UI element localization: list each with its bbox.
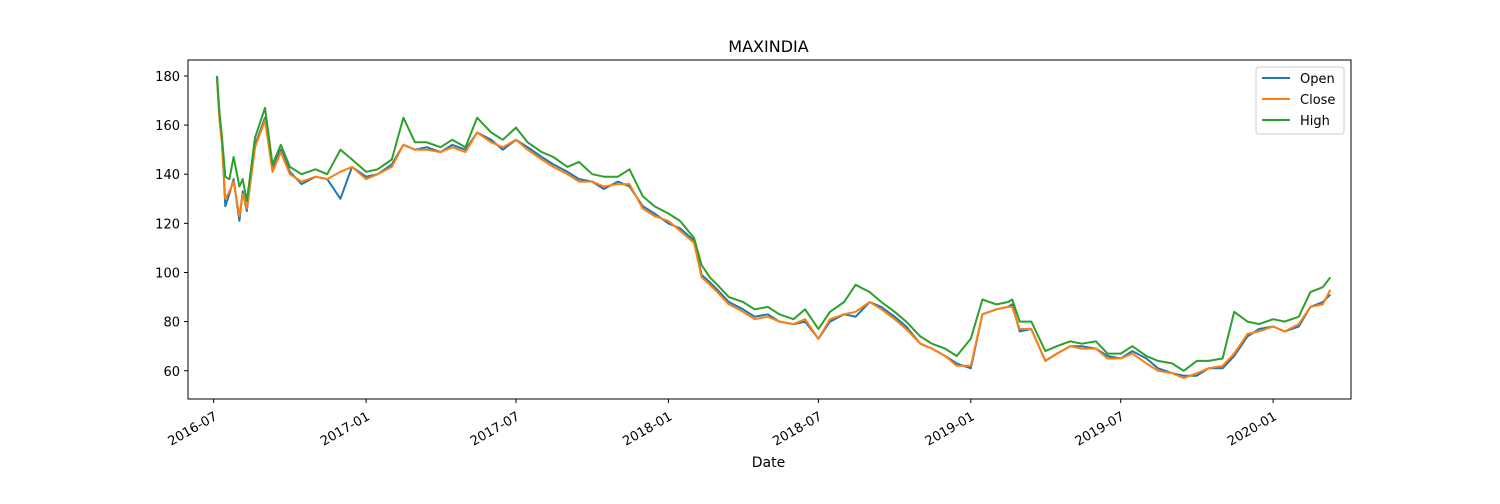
y-tick-label: 160 — [155, 119, 180, 134]
y-tick-label: 180 — [155, 70, 180, 85]
y-tick-label: 120 — [155, 217, 180, 232]
y-axis: 60 80 100 120 140 160 180 — [155, 70, 188, 380]
y-tick-label: 140 — [155, 168, 180, 183]
y-tick-label: 60 — [163, 365, 180, 380]
chart-title: MAXINDIA — [728, 37, 808, 56]
legend-box — [1255, 66, 1345, 135]
x-axis-label: Date — [752, 455, 785, 471]
plot-frame — [187, 59, 1352, 400]
series-line-high — [216, 75, 1332, 372]
legend-label-open: Open — [1300, 72, 1335, 87]
series-line-close — [216, 80, 1332, 380]
legend-label-high: High — [1300, 114, 1330, 129]
series-line-open — [216, 75, 1332, 377]
legend: Open Close High — [1255, 66, 1345, 135]
plot-lines — [216, 75, 1332, 380]
legend-label-close: Close — [1300, 93, 1335, 108]
y-tick-label: 80 — [163, 316, 180, 331]
y-tick-label: 100 — [155, 266, 180, 281]
